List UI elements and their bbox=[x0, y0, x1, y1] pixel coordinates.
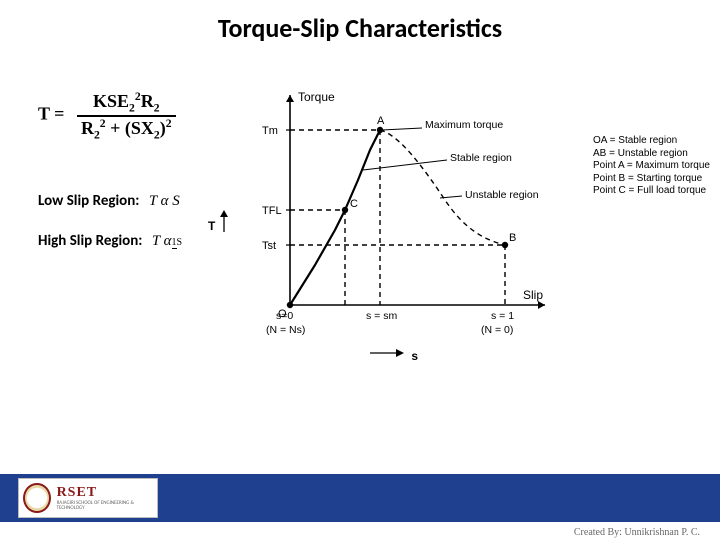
svg-text:A: A bbox=[377, 115, 385, 127]
legend: OA = Stable region AB = Unstable region … bbox=[593, 135, 710, 198]
footer: RSET RAJAGIRI SCHOOL OF ENGINEERING & TE… bbox=[0, 474, 720, 540]
svg-text:Maximum torque: Maximum torque bbox=[425, 119, 503, 131]
legend-line: Point A = Maximum torque bbox=[593, 160, 710, 173]
high-slip-row: High Slip Region: T α 1S bbox=[38, 232, 182, 250]
org-seal-icon bbox=[23, 483, 51, 513]
svg-text:Slip: Slip bbox=[523, 288, 543, 302]
svg-text:(N = 0): (N = 0) bbox=[481, 324, 513, 336]
svg-text:Unstable region: Unstable region bbox=[465, 189, 539, 201]
legend-line: OA = Stable region bbox=[593, 135, 710, 148]
plot-svg: TorqueSlipTmTFLTsts=0(N = Ns)s = sms = 1… bbox=[250, 90, 550, 370]
formula-denominator: R22 + (SX2)2 bbox=[77, 117, 176, 142]
mini-y-axis: T bbox=[208, 210, 229, 234]
org-full: RAJAGIRI SCHOOL OF ENGINEERING & TECHNOL… bbox=[57, 501, 153, 511]
svg-text:Tst: Tst bbox=[262, 240, 276, 252]
mini-x-axis: s bbox=[370, 348, 418, 363]
slide-title: Torque-Slip Characteristics bbox=[0, 12, 720, 44]
credit-line: Created By: Unnikrishnan P. C. bbox=[574, 527, 700, 538]
formula-lhs: T = bbox=[38, 104, 64, 124]
svg-text:s = 1: s = 1 bbox=[491, 310, 514, 322]
svg-text:C: C bbox=[350, 198, 358, 210]
high-slip-prop: T α 1S bbox=[152, 233, 182, 250]
org-logo: RSET RAJAGIRI SCHOOL OF ENGINEERING & TE… bbox=[18, 478, 158, 518]
low-slip-row: Low Slip Region: T α S bbox=[38, 192, 180, 210]
svg-text:B: B bbox=[509, 232, 516, 244]
svg-text:(N = Ns): (N = Ns) bbox=[266, 324, 305, 336]
formula-numerator: KSE22R2 bbox=[77, 90, 176, 117]
svg-text:TFL: TFL bbox=[262, 205, 282, 217]
mini-y-label: T bbox=[208, 219, 215, 233]
low-slip-prop: T α S bbox=[149, 193, 180, 209]
torque-slip-plot: TorqueSlipTmTFLTsts=0(N = Ns)s = sms = 1… bbox=[250, 90, 550, 370]
high-slip-label: High Slip Region: bbox=[38, 232, 142, 250]
slide: Torque-Slip Characteristics T = KSE22R2 … bbox=[0, 0, 720, 540]
svg-text:O: O bbox=[278, 308, 287, 320]
svg-text:Tm: Tm bbox=[262, 125, 278, 137]
legend-line: Point B = Starting torque bbox=[593, 173, 710, 186]
torque-formula: T = KSE22R2 R22 + (SX2)2 bbox=[38, 90, 176, 141]
legend-line: Point C = Full load torque bbox=[593, 185, 710, 198]
svg-text:s = sm: s = sm bbox=[366, 310, 397, 322]
low-slip-label: Low Slip Region: bbox=[38, 192, 139, 210]
mini-x-label: s bbox=[411, 349, 418, 363]
svg-text:Stable region: Stable region bbox=[450, 152, 512, 164]
legend-line: AB = Unstable region bbox=[593, 148, 710, 161]
svg-text:Torque: Torque bbox=[298, 90, 335, 104]
org-abbr: RSET bbox=[57, 485, 153, 501]
